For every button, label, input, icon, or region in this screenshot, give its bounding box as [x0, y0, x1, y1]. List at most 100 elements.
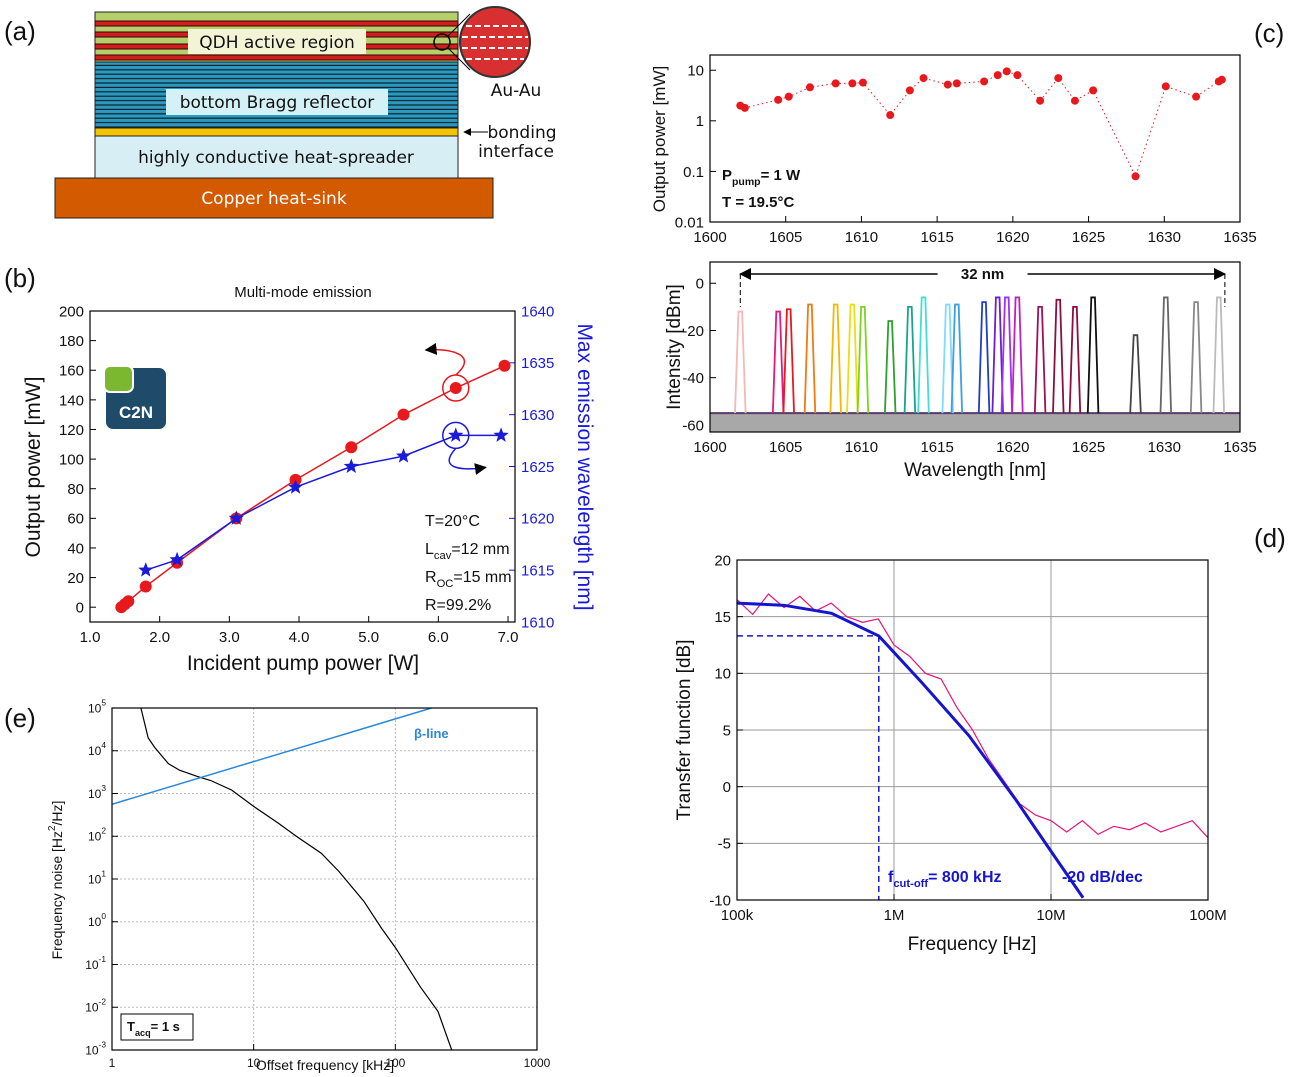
- y-tick-label: 0: [76, 600, 84, 617]
- series-line: [145, 434, 502, 571]
- x-tick-label: 1635: [1223, 439, 1256, 456]
- x-tick-label: 1630: [1148, 439, 1181, 456]
- x-tick-label: 1: [109, 1056, 116, 1070]
- annotation: ROC=15 mm: [425, 569, 512, 590]
- x-tick-label-part: 4.0: [289, 629, 310, 646]
- plot-frame: [111, 707, 538, 1051]
- x-tick-label: 5.0: [358, 629, 379, 646]
- x-tick-label-part: 1M: [884, 907, 905, 924]
- layer-label: QDH active region: [199, 33, 355, 53]
- y-tick-label-part: 1: [101, 868, 106, 878]
- qw-stripe: [94, 54, 459, 61]
- marker: [343, 458, 359, 473]
- marker: [952, 79, 961, 88]
- annotation: T = 19.5°C: [722, 194, 794, 211]
- marker: [1217, 75, 1226, 84]
- series-line: [140, 708, 453, 1050]
- y-tick-label-part: -1: [99, 954, 107, 964]
- y-tick-label: 120: [59, 422, 84, 439]
- x-tick-label: 1610: [845, 439, 878, 456]
- marker: [1192, 92, 1201, 101]
- span-label: 32 nm: [961, 266, 1004, 283]
- y-tick-label-part: -3: [99, 1039, 107, 1049]
- marker: [228, 510, 244, 525]
- marker: [858, 78, 867, 87]
- annotation-part: -20 dB/dec: [1062, 869, 1143, 886]
- marker: [993, 71, 1002, 80]
- marker: [138, 562, 154, 577]
- y-tick-label: 102: [88, 826, 106, 844]
- annotation: -20 dB/dec: [1062, 869, 1143, 886]
- panel-label: (c): [1254, 18, 1284, 48]
- annotation-part: OC: [437, 578, 454, 590]
- y-tick-label-part: 10: [88, 787, 102, 801]
- annotation-part: R: [425, 569, 437, 586]
- marker: [1054, 74, 1063, 83]
- panel-label: (b): [4, 263, 36, 293]
- y-tick-label-part: 10: [85, 1043, 99, 1057]
- annotation-part: =12 mm: [451, 541, 509, 558]
- marker: [287, 479, 304, 494]
- y-tick-label: 0: [723, 779, 731, 796]
- spectral-peak: [1033, 305, 1047, 414]
- marker: [1002, 67, 1011, 76]
- x-tick-label-part: 100M: [1189, 907, 1227, 924]
- spreader-layer: [94, 135, 459, 179]
- x-axis-label: Incident pump power [W]: [187, 652, 419, 675]
- y2-tick-label: 1625: [521, 459, 554, 476]
- zoom-line: [447, 13, 471, 37]
- y2-tick-label: 1635: [521, 355, 554, 372]
- axis-indicator: [424, 342, 465, 376]
- y-tick-label-part: 10: [88, 701, 102, 715]
- annotation-part: = 1 W: [761, 167, 801, 184]
- plot-frame: [736, 559, 1209, 901]
- y-tick-label-part: 10: [88, 915, 102, 929]
- y-tick-label: 0: [696, 276, 704, 293]
- spectral-peak: [1011, 296, 1024, 414]
- zoom-circle: [459, 6, 531, 78]
- marker: [345, 441, 358, 454]
- marker: [1161, 82, 1170, 91]
- plot-frame: [709, 54, 1241, 223]
- y-tick-label: 0.01: [675, 214, 704, 231]
- plot-frame: [89, 310, 516, 623]
- y-tick-label: 10-2: [85, 997, 106, 1015]
- spectral-peak: [903, 305, 917, 414]
- spectral-peak: [846, 303, 859, 414]
- spectral-peak: [803, 303, 817, 414]
- x-tick-label: 6.0: [428, 629, 449, 646]
- x-tick-label-part: 100k: [721, 907, 754, 924]
- y-tick-label: -10: [709, 892, 731, 909]
- x-axis-label: Offset frequency [kHz]: [256, 1057, 394, 1073]
- annotation: Tacq= 1 s: [127, 1019, 180, 1038]
- x-tick-label: 1M: [884, 907, 905, 924]
- y-tick-label: -20: [682, 323, 704, 340]
- marker: [831, 79, 840, 88]
- spectral-peak: [950, 303, 964, 414]
- marker: [774, 95, 783, 104]
- noise-floor: [710, 413, 1240, 432]
- x-tick-label: 1630: [1148, 229, 1181, 246]
- series-line: [740, 70, 1223, 178]
- marker: [905, 86, 914, 95]
- x-tick-label: 1610: [845, 229, 878, 246]
- bonding-label: interface: [478, 142, 554, 162]
- spectral-peak: [991, 296, 1004, 414]
- y-tick-label: 200: [59, 303, 84, 320]
- layer-label: Copper heat-sink: [201, 189, 347, 209]
- y-tick-label-part: 5: [101, 697, 106, 707]
- x-tick-label-part: 3.0: [219, 629, 240, 646]
- diagram: (a) QDH active region bottom Bragg refle…: [4, 6, 557, 219]
- annotation-box: [120, 1013, 194, 1041]
- marker: [805, 83, 814, 92]
- series-line: [112, 708, 432, 805]
- y-tick-label-part: 4: [101, 740, 106, 750]
- panel-label: (e): [4, 703, 36, 733]
- x-tick-label: 1635: [1223, 229, 1256, 246]
- marker: [1013, 71, 1022, 80]
- label-bg: [166, 89, 388, 115]
- x-tick-label: 7.0: [498, 629, 519, 646]
- spectral-peak: [734, 310, 747, 414]
- annotation-part: L: [425, 541, 434, 558]
- annotation: fcut-off= 800 kHz: [888, 869, 1002, 890]
